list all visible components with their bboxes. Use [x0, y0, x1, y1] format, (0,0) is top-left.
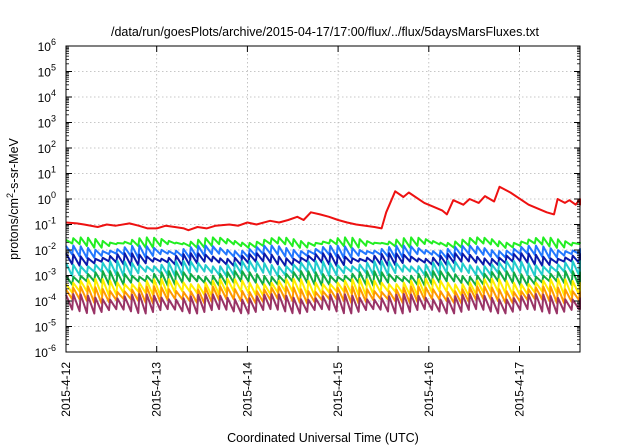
y-tick-label: 10-6 [35, 343, 56, 360]
x-tick-label: 2015-4-16 [422, 362, 436, 417]
y-tick-label: 10-1 [35, 216, 56, 233]
plot-frame [65, 45, 581, 353]
series-line-2 [65, 236, 581, 249]
series-line-9 [65, 293, 581, 315]
y-tick-label: 106 [38, 37, 56, 54]
y-tick-label: 104 [38, 88, 56, 105]
y-tick-label: 105 [38, 63, 56, 80]
x-tick-label: 2015-4-17 [513, 362, 527, 417]
y-axis-label: protons/cm2-s-sr-MeV [5, 137, 21, 259]
y-tick-label: 102 [38, 139, 56, 156]
x-tick-label: 2015-4-14 [240, 362, 254, 417]
x-tick-label: 2015-4-13 [150, 362, 164, 417]
data-series [65, 185, 581, 315]
x-tick-label: 2015-4-12 [59, 362, 73, 417]
series-line-5 [65, 259, 581, 277]
x-axis-ticks: 2015-4-12 2015-4-13 2015-4-14 2015-4-15 2015… [59, 46, 527, 417]
y-tick-label: 10-2 [35, 241, 56, 258]
x-tick-label: 2015-4-15 [331, 362, 345, 417]
series-line-4 [65, 252, 581, 267]
series-line-3 [65, 244, 581, 260]
series-line-6 [65, 270, 581, 287]
y-tick-label: 101 [38, 165, 56, 182]
y-tick-label: 103 [38, 114, 56, 131]
series-line-red [65, 185, 581, 232]
y-tick-label: 10-5 [35, 318, 56, 335]
x-axis-label: Coordinated Universal Time (UTC) [227, 431, 419, 445]
y-tick-label: 10-4 [35, 292, 56, 309]
chart-title: /data/run/goesPlots/archive/2015-04-17/1… [111, 25, 540, 39]
y-tick-label: 100 [38, 190, 56, 207]
y-tick-label: 10-3 [35, 267, 56, 284]
